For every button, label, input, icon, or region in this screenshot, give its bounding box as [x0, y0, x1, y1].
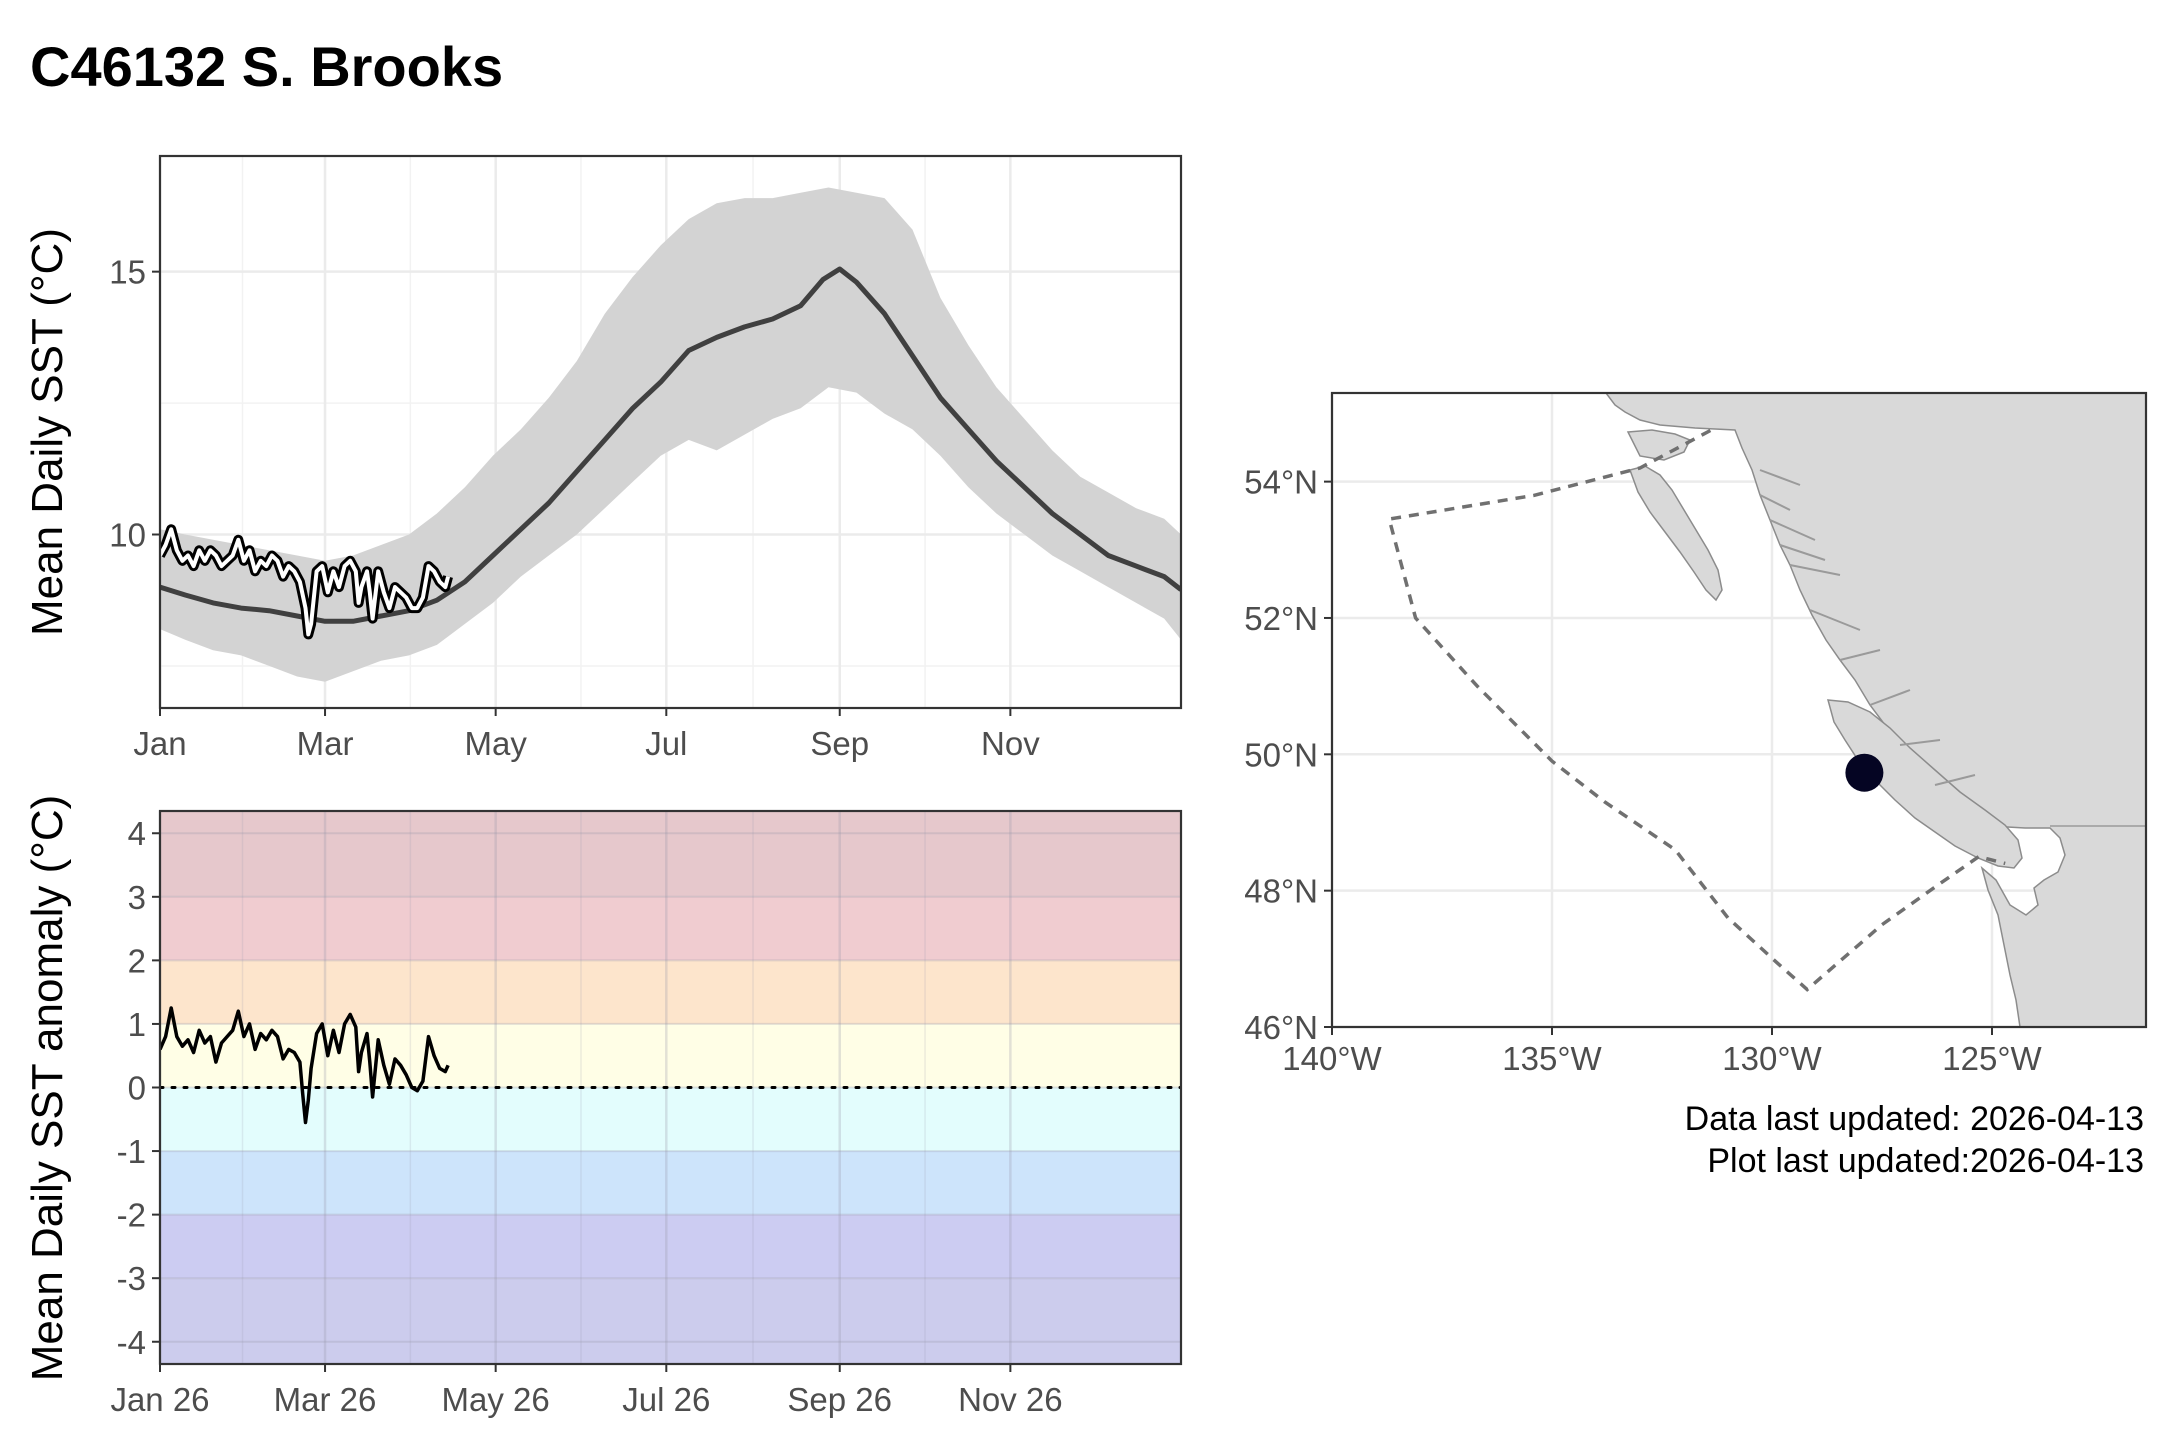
x-tick-label: Jan: [133, 725, 186, 762]
current-year-line: [160, 527, 451, 637]
anomaly-band: [160, 811, 1181, 897]
x-tick-label: Jan 26: [110, 1381, 209, 1418]
map-axis-ticks: 140°W 135°W 130°W 125°W 54°N 52°N 50°N 48°N 46°N: [1244, 464, 2042, 1077]
map-border: [1330, 391, 2148, 1029]
y-tick-label: -1: [117, 1133, 146, 1170]
sst-panel: Jan Mar May Jul Sep Nov 10 15 Mean Daily SST (°…: [23, 154, 1183, 762]
anomaly-panel: Jan 26 Mar 26 May 26 Jul 26 Sep 26 Nov 26 4 3 2 1…: [23, 795, 1183, 1418]
x-tick-label: Mar: [297, 725, 354, 762]
x-tick-label: May 26: [442, 1381, 550, 1418]
data-updated-note: Data last updated: 2026-04-13: [1684, 1100, 2144, 1138]
eez-boundary-line: [1387, 428, 2006, 992]
anomaly-band: [160, 1023, 1181, 1088]
x-tick-label: Sep: [810, 725, 869, 762]
y-tick-label: -3: [117, 1260, 146, 1297]
anomaly-axis-ticks: Jan 26 Mar 26 May 26 Jul 26 Sep 26 Nov 26 4 3 2 1…: [110, 815, 1062, 1418]
anomaly-data-layer: [160, 1006, 1181, 1125]
y-tick-label: 3: [128, 879, 146, 916]
anomaly-band: [160, 896, 1181, 961]
anomaly-y-axis-label: Mean Daily SST anomaly (°C): [23, 795, 72, 1382]
y-tick-label: 2: [128, 942, 146, 979]
x-tick-label: Nov 26: [958, 1381, 1063, 1418]
x-tick-label: 140°W: [1282, 1040, 1382, 1077]
x-tick-label: Sep 26: [787, 1381, 892, 1418]
page-title: C46132 S. Brooks: [30, 35, 504, 98]
sst-plot-border: [158, 154, 1183, 710]
x-tick-label: Mar 26: [274, 1381, 377, 1418]
anomaly-band: [160, 1278, 1181, 1364]
anomaly-line: [160, 1006, 450, 1125]
plot-updated-note: Plot last updated:2026-04-13: [1707, 1142, 2144, 1180]
y-tick-label: 15: [109, 254, 146, 291]
y-tick-label: 0: [128, 1070, 146, 1107]
map-land-layer: [1387, 393, 2146, 1027]
y-tick-label: -2: [117, 1197, 146, 1234]
x-tick-label: May: [464, 725, 527, 762]
anomaly-band: [160, 1087, 1181, 1152]
anomaly-band: [160, 960, 1181, 1024]
haida-gwaii: [1629, 465, 1723, 602]
y-tick-label: 48°N: [1244, 873, 1318, 910]
y-tick-label: 1: [128, 1006, 146, 1043]
anomaly-band: [160, 1214, 1181, 1279]
y-tick-label: 10: [109, 517, 146, 554]
y-tick-label: 46°N: [1244, 1009, 1318, 1046]
y-tick-label: -4: [117, 1324, 146, 1361]
climatology-mean-line: [160, 266, 1181, 624]
anomaly-band: [160, 1151, 1181, 1215]
y-tick-label: 4: [128, 815, 146, 852]
x-tick-label: 135°W: [1502, 1040, 1602, 1077]
anomaly-bands: [160, 811, 1181, 1364]
x-tick-label: 125°W: [1942, 1040, 2042, 1077]
location-map: 140°W 135°W 130°W 125°W 54°N 52°N 50°N 48°N 46°N: [1244, 391, 2148, 1077]
x-tick-label: 130°W: [1722, 1040, 1822, 1077]
sst-data-layer: [160, 187, 1181, 682]
y-tick-label: 52°N: [1244, 600, 1318, 637]
sst-axis-ticks: Jan Mar May Jul Sep Nov 10 15: [109, 254, 1040, 762]
inlet-lines: [1759, 469, 1976, 786]
y-tick-label: 54°N: [1244, 464, 1318, 501]
haida-gwaii-north: [1626, 429, 1692, 461]
climatology-range-ribbon: [160, 187, 1181, 682]
x-tick-label: Nov: [981, 725, 1040, 762]
x-tick-label: Jul: [645, 725, 687, 762]
sst-y-axis-label: Mean Daily SST (°C): [23, 228, 72, 636]
x-tick-label: Jul 26: [622, 1381, 710, 1418]
station-marker: [1845, 753, 1884, 792]
y-tick-label: 50°N: [1244, 736, 1318, 773]
